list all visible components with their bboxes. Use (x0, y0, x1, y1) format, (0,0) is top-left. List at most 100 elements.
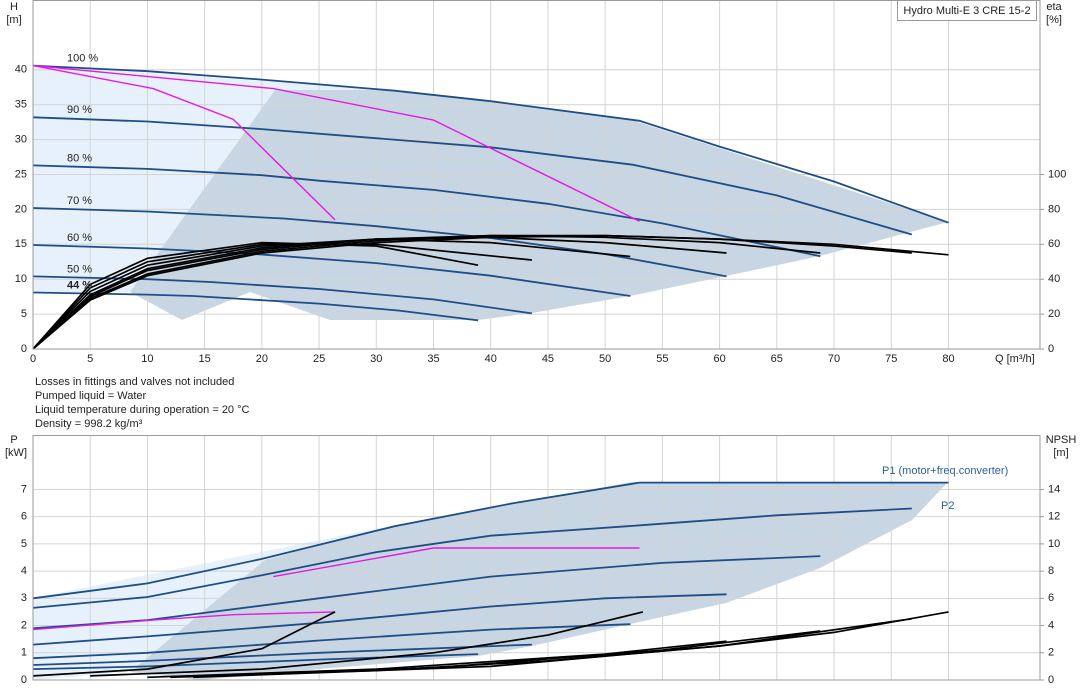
curve (193, 617, 912, 679)
y2-tick-label: 20 (1048, 308, 1060, 320)
lines-layer (32, 64, 949, 679)
speed-label: 90 % (67, 104, 92, 116)
y-tick-label: 35 (15, 99, 27, 111)
curve (32, 507, 912, 609)
y-tick-label: 0 (21, 343, 27, 355)
plot-frame (32, 0, 1041, 350)
series-label: P1 (motor+freq.converter) (882, 465, 1008, 477)
x-tick-label: 75 (885, 353, 897, 365)
curve (32, 481, 949, 600)
curve (32, 611, 336, 677)
y2-axis-label: eta (1046, 1, 1062, 13)
curve (32, 116, 913, 236)
x-tick-label: 65 (771, 353, 783, 365)
curve (32, 64, 640, 222)
power-area (130, 482, 948, 680)
x-tick-label: 50 (599, 353, 611, 365)
x-tick-label: 55 (656, 353, 668, 365)
y-tick-label: 30 (15, 134, 27, 146)
x-tick-label: 15 (199, 353, 211, 365)
x-tick-label: 30 (370, 353, 382, 365)
speed-label: 50 % (67, 263, 92, 275)
y-tick-label: 15 (15, 238, 27, 250)
series-label: P2 (941, 500, 954, 512)
x-tick-label: 10 (141, 353, 153, 365)
y-axis-label: P (10, 434, 17, 446)
speed-label: 60 % (67, 232, 92, 244)
y-axis-unit: [kW] (5, 447, 27, 459)
y2-tick-label: 8 (1048, 565, 1054, 577)
curve (273, 547, 640, 578)
curve (32, 64, 949, 224)
curve (32, 241, 479, 350)
y-tick-label: 40 (15, 64, 27, 76)
y-tick-label: 4 (21, 565, 27, 577)
speed-label: 44 % (67, 279, 92, 291)
curve (32, 238, 631, 350)
y-tick-label: 25 (15, 168, 27, 180)
y-axis-unit: [m] (6, 14, 21, 26)
y-tick-label: 10 (15, 273, 27, 285)
y-tick-label: 20 (15, 203, 27, 215)
y2-tick-label: 4 (1048, 619, 1054, 631)
y2-axis-label: NPSH (1046, 434, 1077, 446)
y-tick-label: 7 (21, 483, 27, 495)
x-axis-label: Q [m³/h] (995, 353, 1035, 365)
plot-frame (32, 435, 1041, 681)
x-tick-label: 20 (256, 353, 268, 365)
x-tick-label: 0 (30, 353, 36, 365)
curve (32, 164, 821, 258)
y2-tick-label: 0 (1048, 674, 1054, 686)
y-tick-label: 5 (21, 308, 27, 320)
y-tick-label: 6 (21, 511, 27, 523)
x-tick-label: 70 (828, 353, 840, 365)
y2-tick-label: 80 (1048, 203, 1060, 215)
text-layer: 0 5 10 15 20 25 30 35 40 45 50 55 60 65 70 75 8005101520… (15, 53, 1067, 686)
y2-axis-unit: [%] (1046, 14, 1062, 26)
note: Pumped liquid = Water (35, 390, 147, 402)
speed-label: 100 % (67, 53, 98, 65)
y-tick-label: 3 (21, 592, 27, 604)
y2-tick-label: 100 (1048, 168, 1066, 180)
speed-label: 80 % (67, 152, 92, 164)
y2-tick-label: 0 (1048, 343, 1054, 355)
x-tick-label: 40 (485, 353, 497, 365)
chart-title: Hydro Multi-E 3 CRE 15-2 (903, 5, 1030, 17)
curve (32, 244, 631, 297)
x-tick-label: 5 (87, 353, 93, 365)
x-tick-label: 35 (427, 353, 439, 365)
curve (32, 243, 532, 350)
note: Losses in fittings and valves not includ… (35, 376, 234, 388)
y2-tick-label: 60 (1048, 238, 1060, 250)
note: Liquid temperature during operation = 20… (35, 404, 250, 416)
x-tick-label: 80 (942, 353, 954, 365)
curve (32, 643, 532, 666)
x-tick-label: 45 (542, 353, 554, 365)
operating-area (130, 90, 948, 320)
y2-tick-label: 12 (1048, 511, 1060, 523)
y2-axis-unit: [m] (1053, 447, 1068, 459)
y-tick-label: 1 (21, 647, 27, 659)
curve (32, 64, 336, 221)
y2-tick-label: 40 (1048, 273, 1060, 285)
operating-area-light (33, 65, 395, 292)
y-tick-label: 5 (21, 538, 27, 550)
x-tick-label: 25 (313, 353, 325, 365)
y2-tick-label: 6 (1048, 592, 1054, 604)
curve (32, 593, 727, 646)
y-axis-label: H (10, 1, 18, 13)
y-tick-label: 2 (21, 619, 27, 631)
speed-label: 70 % (67, 195, 92, 207)
curve (90, 611, 644, 677)
y-tick-label: 0 (21, 674, 27, 686)
title-box (897, 0, 1037, 21)
power-area-light (33, 525, 395, 680)
curve (32, 611, 336, 631)
curve (32, 623, 631, 660)
curve (32, 291, 479, 322)
y2-tick-label: 2 (1048, 647, 1054, 659)
note: Density = 998.2 kg/m³ (35, 418, 143, 430)
y2-tick-label: 14 (1048, 483, 1060, 495)
